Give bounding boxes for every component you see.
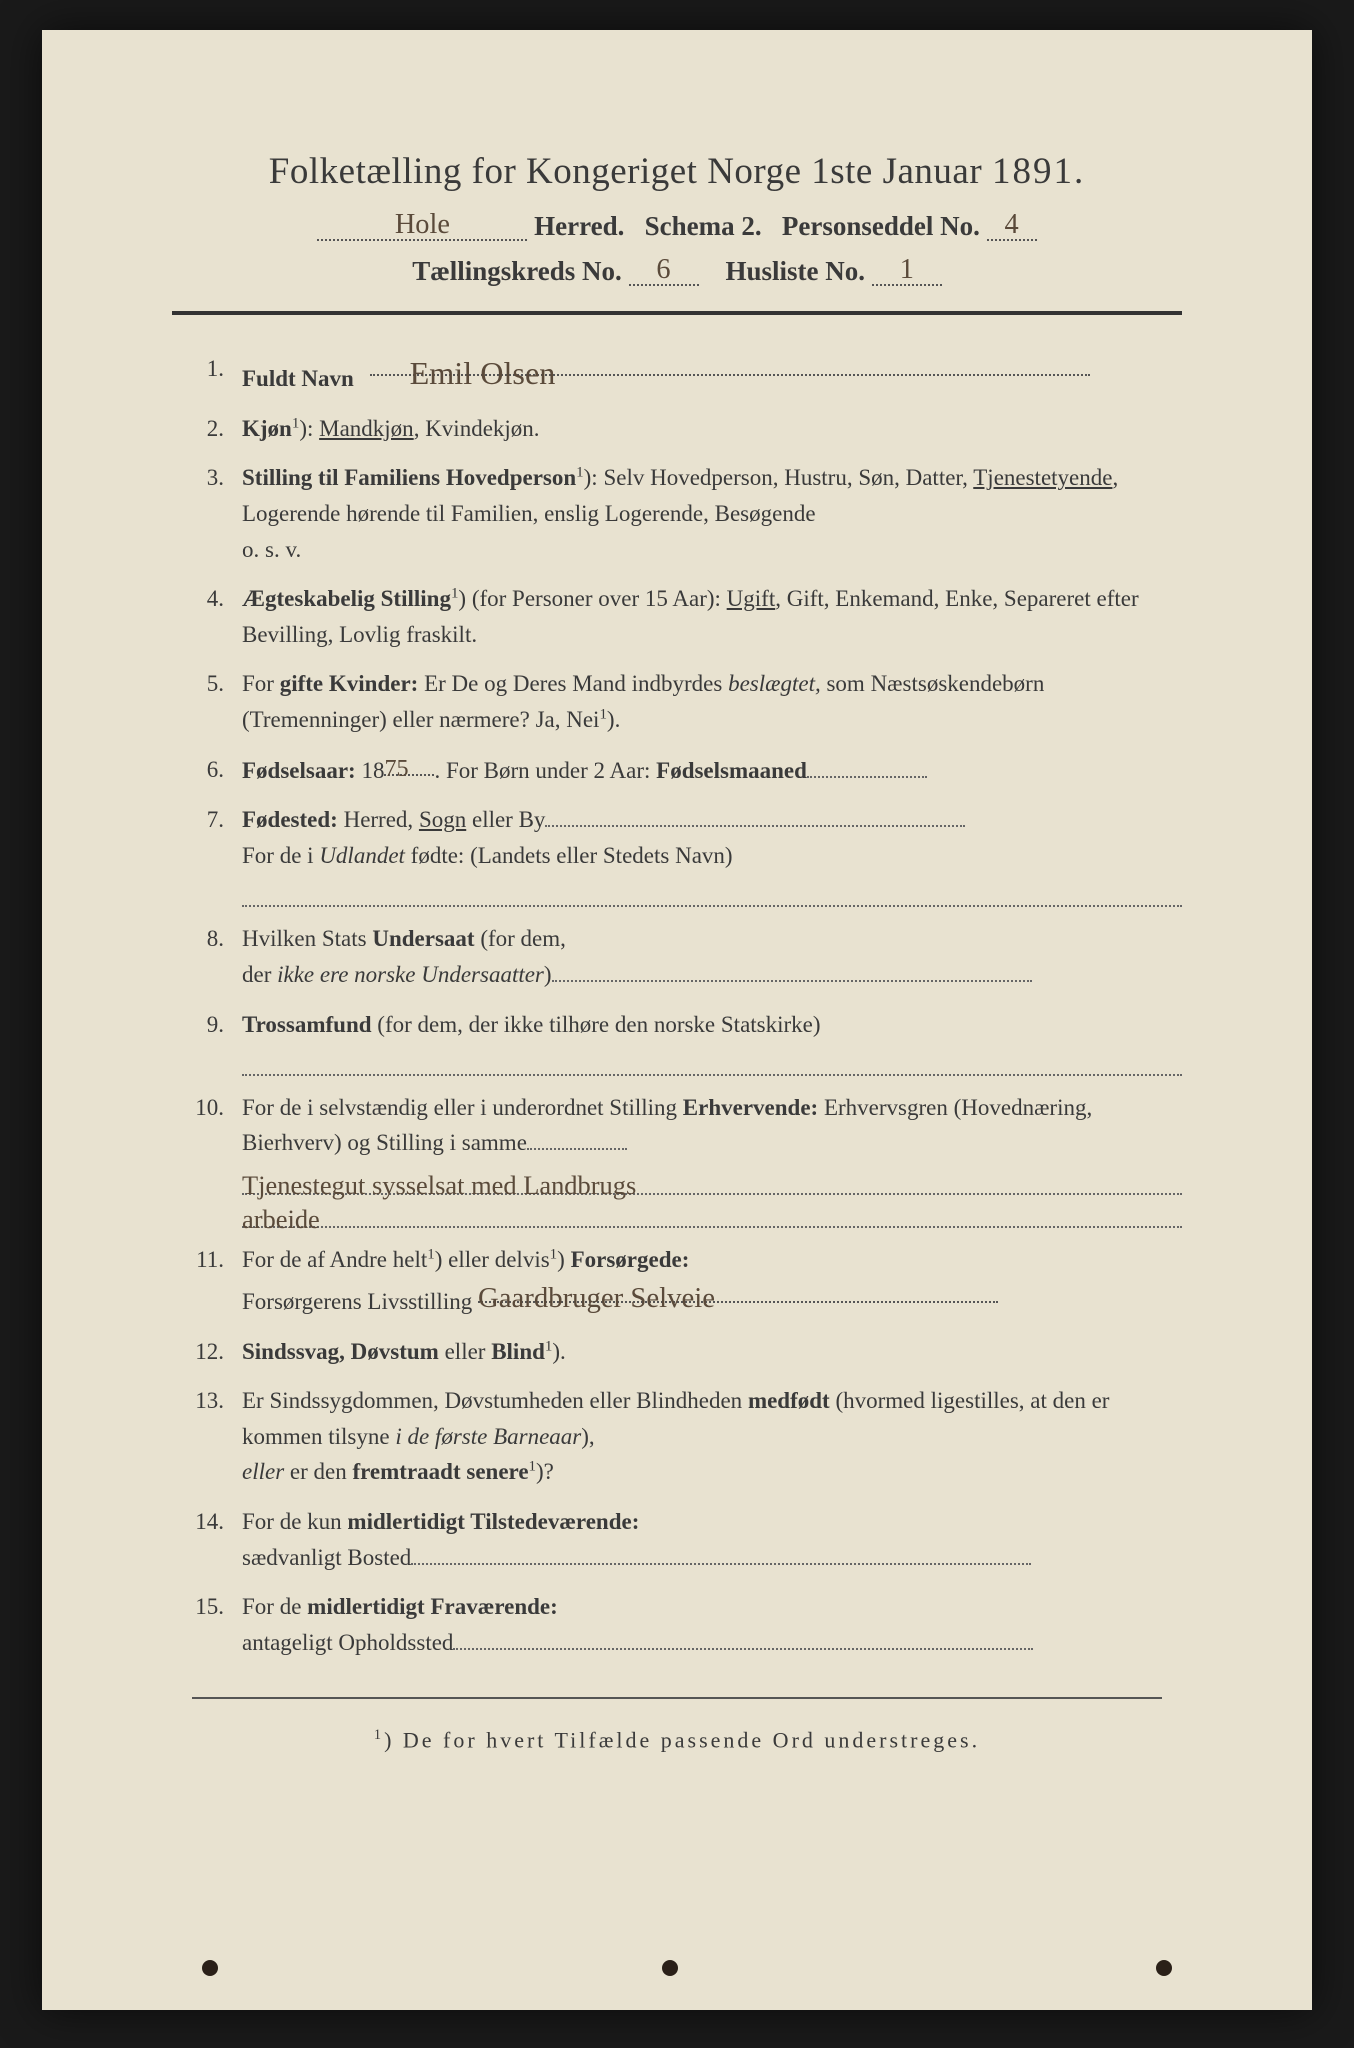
item-num: 13. (186, 1383, 242, 1490)
footnote: 1) De for hvert Tilfælde passende Ord un… (172, 1727, 1182, 1753)
provider-value: Gaardbruger Selveie (478, 1282, 715, 1314)
title: Folketælling for Kongeriget Norge 1ste J… (172, 150, 1182, 193)
item-num: 11. (186, 1242, 242, 1319)
binding-hole-icon (1156, 1960, 1172, 1976)
label-trossamfund: Trossamfund (242, 1012, 372, 1037)
item-num: 2. (186, 411, 242, 447)
item-num: 12. (186, 1334, 242, 1370)
item-4: 4. Ægteskabelig Stilling1) (for Personer… (186, 581, 1182, 652)
item-3: 3. Stilling til Familiens Hovedperson1):… (186, 460, 1182, 567)
item-15: 15. For de midlertidigt Fraværende: anta… (186, 1589, 1182, 1660)
census-form-page: Folketælling for Kongeriget Norge 1ste J… (42, 30, 1312, 2010)
husliste-value: 1 (900, 254, 914, 285)
item-12: 12. Sindssvag, Døvstum eller Blind1). (186, 1334, 1182, 1370)
item-num: 3. (186, 460, 242, 567)
kreds-value: 6 (656, 254, 670, 285)
item-num: 6. (186, 752, 242, 789)
item-7: 7. Fødested: Herred, Sogn eller By For d… (186, 802, 1182, 907)
selected-ugift: Ugift (727, 586, 776, 611)
item-5: 5. For gifte Kvinder: Er De og Deres Man… (186, 666, 1182, 737)
item-2: 2. Kjøn1): Mandkjøn, Kvindekjøn. (186, 411, 1182, 447)
divider-top (172, 311, 1182, 315)
item-13: 13. Er Sindssygdommen, Døvstumheden elle… (186, 1383, 1182, 1490)
herred-label: Herred. (534, 211, 624, 241)
kreds-label: Tællingskreds No. (412, 256, 622, 286)
item-14: 14. For de kun midlertidigt Tilstedevære… (186, 1504, 1182, 1575)
item-num: 9. (186, 1007, 242, 1076)
item-num: 5. (186, 666, 242, 737)
herred-value: Hole (395, 209, 450, 240)
item-num: 4. (186, 581, 242, 652)
item-6: 6. Fødselsaar: 1875. For Børn under 2 Aa… (186, 752, 1182, 789)
item-8: 8. Hvilken Stats Undersaat (for dem, der… (186, 921, 1182, 992)
item-num: 7. (186, 802, 242, 907)
schema-label: Schema 2. (645, 211, 762, 241)
label-tilstedevaerende: midlertidigt Tilstedeværende: (347, 1509, 639, 1534)
selected-tjenestetyende: Tjenestetyende (973, 465, 1112, 490)
label-stilling: Stilling til Familiens Hovedperson (242, 465, 576, 490)
item-num: 10. (186, 1090, 242, 1228)
item-num: 1. (186, 351, 242, 397)
label-kjon: Kjøn (242, 416, 292, 441)
binding-hole-icon (202, 1960, 218, 1976)
item-11: 11. For de af Andre helt1) eller delvis1… (186, 1242, 1182, 1319)
label-fravaerende: midlertidigt Fraværende: (307, 1594, 558, 1619)
label-forsorgede: Forsørgede: (571, 1247, 690, 1272)
item-10: 10. For de i selvstændig eller i underor… (186, 1090, 1182, 1228)
husliste-label: Husliste No. (726, 256, 866, 286)
title-year: 1891. (992, 151, 1085, 192)
item-1: 1. Fuldt Navn Emil Olsen (186, 351, 1182, 397)
personseddel-label: Personseddel No. (782, 211, 980, 241)
header-line-3: Tællingskreds No. 6 Husliste No. 1 (172, 256, 1182, 287)
occupation-value-2: arbeide (242, 1204, 320, 1234)
item-num: 15. (186, 1589, 242, 1660)
year-value: 75 (384, 750, 434, 777)
binding-hole-icon (662, 1960, 678, 1976)
selected-sogn: Sogn (419, 807, 466, 832)
name-value: Emil Olsen (370, 355, 556, 391)
osv: o. s. v. (242, 532, 1182, 568)
form-items: 1. Fuldt Navn Emil Olsen 2. Kjøn1): Mand… (172, 351, 1182, 1661)
label-aegteskab: Ægteskabelig Stilling (242, 586, 451, 611)
personseddel-value: 4 (1005, 209, 1019, 240)
item-num: 8. (186, 921, 242, 992)
label-fodested: Fødested: (242, 807, 338, 832)
header-line-2: Hole Herred. Schema 2. Personseddel No. … (172, 211, 1182, 242)
label-fuldt-navn: Fuldt Navn (242, 366, 354, 391)
selected-mandkjon: Mandkjøn (319, 416, 414, 441)
item-9: 9. Trossamfund (for dem, der ikke tilhør… (186, 1007, 1182, 1076)
divider-bottom (192, 1697, 1162, 1699)
item-num: 14. (186, 1504, 242, 1575)
opt-kvindekjon: Kvindekjøn. (425, 416, 539, 441)
title-text: Folketælling for Kongeriget Norge 1ste J… (269, 151, 982, 192)
label-fodselsaar: Fødselsaar: (242, 758, 356, 783)
occupation-value-1: Tjenestegut sysselsat med Landbrugs (242, 1170, 636, 1200)
label-erhvervende: Erhvervende: (683, 1095, 818, 1120)
label-undersaat: Undersaat (372, 926, 474, 951)
